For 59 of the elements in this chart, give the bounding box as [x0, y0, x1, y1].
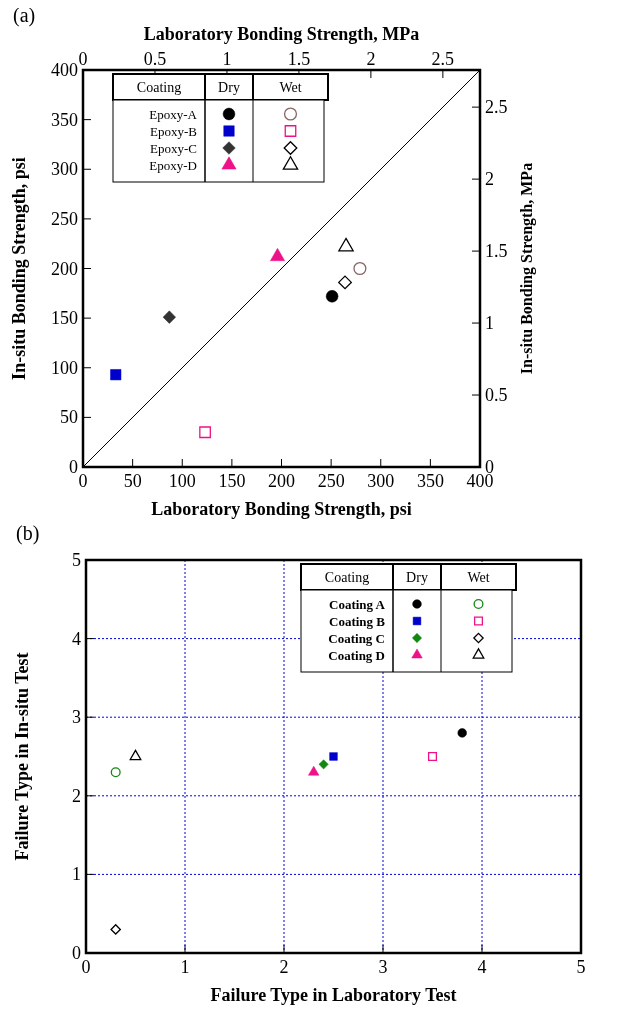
- y-tick-label: 0: [69, 457, 78, 477]
- x-tick-label: 150: [218, 471, 246, 491]
- y2-tick-label: 1: [485, 313, 494, 334]
- x-tick-label: 350: [416, 471, 444, 491]
- legend-label: Coating B: [329, 614, 386, 629]
- y2-tick-label: 2.5: [485, 97, 508, 118]
- x-axis-title: Laboratory Bonding Strength, psi: [151, 499, 412, 519]
- text: (a): [13, 4, 36, 27]
- y2-tick-label: 2: [485, 169, 494, 190]
- x2-tick-label: 2: [366, 49, 376, 69]
- x-tick-label: 5: [576, 957, 586, 977]
- legend-label: Epoxy-A: [149, 107, 198, 122]
- annotation: Dry: [218, 80, 240, 95]
- legend-title: Coating: [324, 570, 370, 585]
- x2-tick-label: 1: [222, 49, 232, 69]
- x2-tick-label: 0.5: [143, 49, 167, 69]
- x-tick-label: 3: [378, 957, 388, 977]
- legend-title: Coating: [136, 80, 182, 95]
- x-tick-label: 100: [168, 471, 196, 491]
- legend-label: Coating A: [329, 597, 386, 612]
- y-axis-title: Failure Type in In-situ Test: [12, 652, 32, 861]
- y-tick-label: 1: [72, 864, 81, 885]
- y-tick-label: 250: [51, 208, 78, 229]
- y-tick-label: 5: [72, 550, 81, 570]
- y2-tick-label: 1.5: [485, 241, 508, 262]
- x-tick-label: 4: [477, 957, 487, 977]
- annotation: Dry: [406, 570, 428, 585]
- x-tick-label: 200: [268, 471, 295, 491]
- y-tick-label: 350: [51, 109, 78, 130]
- x-axis-title: Failure Type in Laboratory Test: [210, 985, 457, 1005]
- y2-axis-title: In-situ Bonding Strength, MPa: [518, 162, 536, 375]
- legend-label: Coating C: [328, 631, 385, 646]
- y-tick-label: 150: [51, 308, 78, 329]
- y-tick-label: 300: [51, 159, 78, 180]
- x-tick-label: 2: [279, 957, 289, 977]
- y2-tick-label: 0.5: [485, 385, 508, 406]
- y-axis-title: In-situ Bonding Strength, psi: [9, 157, 29, 380]
- y-tick-label: 2: [72, 785, 81, 806]
- x-tick-label: 50: [123, 471, 142, 491]
- legend-label: Epoxy-D: [149, 158, 197, 173]
- x-tick-label: 300: [367, 471, 395, 491]
- legend-label: Coating D: [328, 648, 385, 663]
- annotation: Wet: [467, 570, 490, 585]
- annotation: Wet: [279, 80, 302, 95]
- text: (b): [16, 522, 40, 545]
- y-tick-label: 200: [51, 258, 78, 279]
- legend-label: Epoxy-C: [150, 141, 197, 156]
- x-tick-label: 1: [180, 957, 190, 977]
- x-tick-label: 250: [317, 471, 345, 491]
- y-tick-label: 4: [72, 628, 81, 649]
- legend-label: Epoxy-B: [150, 124, 198, 139]
- y-tick-label: 100: [51, 357, 78, 378]
- x2-tick-label: 2.5: [431, 49, 455, 69]
- y-tick-label: 50: [60, 407, 78, 428]
- y-tick-label: 0: [72, 943, 81, 963]
- y-tick-label: 400: [51, 60, 78, 80]
- y-tick-label: 3: [72, 707, 81, 728]
- x2-axis-title: Laboratory Bonding Strength, MPa: [143, 24, 420, 44]
- x2-tick-label: 1.5: [287, 49, 311, 69]
